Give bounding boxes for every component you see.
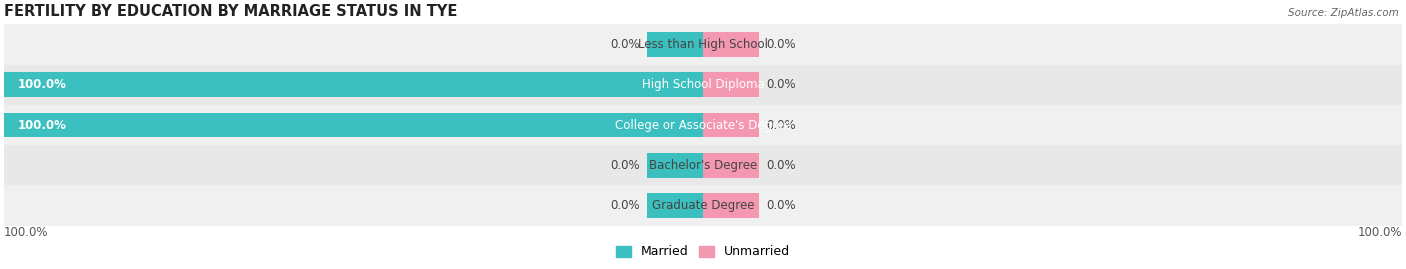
Bar — [4, 24, 1402, 65]
Text: 0.0%: 0.0% — [610, 38, 640, 51]
Text: Bachelor's Degree: Bachelor's Degree — [650, 159, 756, 172]
Bar — [4, 112, 703, 137]
Bar — [703, 112, 759, 137]
Bar — [703, 153, 759, 178]
Text: 100.0%: 100.0% — [1357, 225, 1402, 239]
Bar — [4, 65, 1402, 105]
Bar — [703, 32, 759, 57]
Bar — [4, 72, 703, 97]
Text: 0.0%: 0.0% — [766, 199, 796, 212]
Bar — [4, 185, 1402, 225]
Bar — [4, 145, 1402, 185]
Text: High School Diploma: High School Diploma — [641, 78, 765, 91]
Bar — [647, 153, 703, 178]
Text: 0.0%: 0.0% — [610, 159, 640, 172]
Text: 100.0%: 100.0% — [18, 78, 67, 91]
Text: 0.0%: 0.0% — [766, 78, 796, 91]
Text: Less than High School: Less than High School — [638, 38, 768, 51]
Text: Graduate Degree: Graduate Degree — [652, 199, 754, 212]
Bar — [703, 193, 759, 218]
Bar — [703, 72, 759, 97]
Text: 0.0%: 0.0% — [766, 38, 796, 51]
Text: Source: ZipAtlas.com: Source: ZipAtlas.com — [1288, 8, 1399, 18]
Bar — [4, 105, 1402, 145]
Text: 100.0%: 100.0% — [4, 225, 49, 239]
Text: 0.0%: 0.0% — [766, 159, 796, 172]
Text: FERTILITY BY EDUCATION BY MARRIAGE STATUS IN TYE: FERTILITY BY EDUCATION BY MARRIAGE STATU… — [4, 4, 457, 19]
Text: 0.0%: 0.0% — [766, 119, 796, 132]
Text: College or Associate's Degree: College or Associate's Degree — [614, 119, 792, 132]
Text: 100.0%: 100.0% — [18, 119, 67, 132]
Legend: Married, Unmarried: Married, Unmarried — [612, 240, 794, 264]
Bar — [647, 193, 703, 218]
Bar — [647, 32, 703, 57]
Text: 0.0%: 0.0% — [610, 199, 640, 212]
